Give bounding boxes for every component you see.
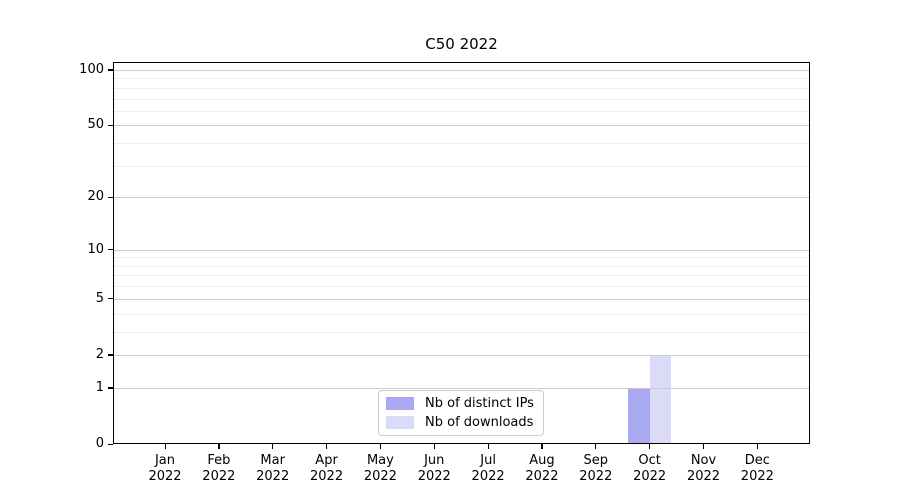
x-tick-label: Jan 2022 [135,453,195,485]
y-tick [108,298,113,300]
legend-swatch-distinct-ips [386,396,414,410]
y-gridline-major [113,249,810,251]
y-tick [108,387,113,389]
legend-label-downloads: Nb of downloads [425,415,534,431]
x-tick-label: Apr 2022 [297,453,357,485]
y-gridline-major [113,354,810,356]
y-gridline-minor [113,331,810,333]
y-tick-label: 2 [95,346,104,362]
x-tick-label-line: 2022 [740,469,774,484]
x-tick-label-line: Nov [690,453,717,468]
y-tick [108,249,113,251]
y-tick-label: 50 [87,117,104,133]
x-tick [703,444,705,449]
y-gridline-major [113,125,810,127]
x-tick-label-line: Sep [583,453,609,468]
x-tick-label: Nov 2022 [674,453,734,485]
y-tick-label: 1 [95,379,104,395]
x-tick-label-line: Mar [260,453,285,468]
y-tick [108,196,113,198]
y-gridline-minor [113,265,810,267]
y-gridline-minor [113,78,810,80]
y-tick-label: 0 [95,436,104,451]
x-tick-label-line: Oct [638,453,661,468]
y-tick [108,69,113,71]
x-tick-label-line: 2022 [471,469,505,484]
y-gridline-major [113,197,810,199]
x-tick-label-line: 2022 [148,469,182,484]
y-gridline-minor [113,110,810,112]
x-tick-label-line: 2022 [256,469,290,484]
x-tick [379,444,382,449]
y-gridline-minor [113,257,810,259]
y-gridline-major [113,298,810,300]
legend-swatch-downloads [386,416,414,430]
y-gridline-minor [113,286,810,288]
x-tick-label-line: Jul [480,453,496,468]
y-gridline-minor [113,165,810,167]
x-tick [649,444,651,449]
y-tick [108,443,113,445]
x-tick-label: Feb 2022 [189,453,249,485]
x-tick-label-line: Feb [207,453,231,468]
x-tick-label: Jul 2022 [458,453,518,485]
x-tick [756,444,759,449]
y-gridline-major [113,69,810,71]
legend-entry-downloads: Nb of downloads [379,414,543,432]
x-tick-label-line: 2022 [202,469,236,484]
y-tick [108,124,113,127]
x-tick-label: Oct 2022 [620,453,680,485]
y-tick-label: 10 [87,241,104,257]
x-tick-label: Sep 2022 [566,453,626,485]
x-tick [164,444,166,449]
axes-border [113,62,810,444]
x-tick-label-line: Aug [529,453,555,468]
x-tick [541,444,543,449]
x-tick-label-line: 2022 [579,469,613,484]
y-gridline-minor [113,143,810,145]
x-tick-label: Dec 2022 [727,453,787,485]
x-tick-label: Jun 2022 [404,453,464,485]
y-gridline-major [113,387,810,389]
x-tick-label-line: 2022 [525,469,559,484]
x-tick-label: May 2022 [350,453,410,485]
x-tick-label: Aug 2022 [512,453,572,485]
legend-entry-distinct-ips: Nb of distinct IPs [379,394,543,412]
x-tick [326,444,328,449]
x-tick [433,444,435,449]
y-gridline-minor [113,275,810,277]
x-tick-label-line: 2022 [686,469,721,484]
y-gridline-minor [113,87,810,89]
x-tick-label-line: Jun [424,453,445,468]
x-tick-label-line: May [366,453,394,468]
x-tick-label-line: Dec [744,453,770,468]
chart-title: C50 2022 [425,35,498,53]
y-tick-label: 5 [95,290,104,306]
x-tick-label-line: 2022 [363,469,397,484]
x-tick [218,444,220,449]
x-tick [272,444,274,449]
bar-distinct-ips [628,387,650,444]
x-tick [487,444,489,449]
y-gridline-minor [113,98,810,100]
y-tick-label: 20 [87,189,104,205]
x-tick-label: Mar 2022 [243,453,303,485]
x-tick-label-line: 2022 [633,469,667,484]
legend: Nb of distinct IPs Nb of downloads [378,390,544,436]
plot-area: Nb of distinct IPs Nb of downloads 0 1 2 5 1… [79,62,810,484]
bar-downloads [649,354,672,444]
x-tick-label-line: 2022 [417,469,451,484]
x-tick [595,444,597,449]
y-gridline-minor [113,313,810,315]
y-tick [108,354,113,356]
y-tick-label: 100 [79,62,104,77]
x-tick-label-line: 2022 [310,469,344,484]
x-tick-label-line: Apr [315,453,338,468]
x-tick-label-line: Jan [154,453,176,468]
legend-label-distinct-ips: Nb of distinct IPs [425,395,534,411]
